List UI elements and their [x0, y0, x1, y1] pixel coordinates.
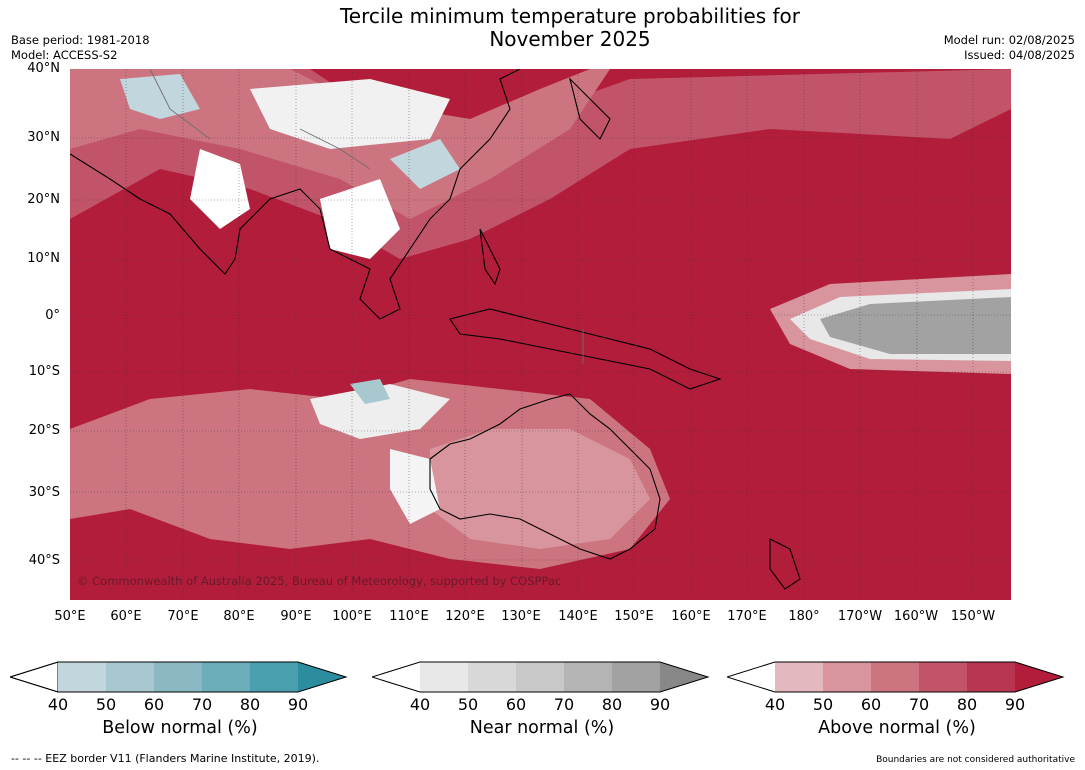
below-normal-region-iran [120, 74, 200, 119]
lon-label: 170°W [837, 609, 883, 624]
lat-label: 20°N [27, 192, 60, 207]
colorbar-swatch [919, 662, 967, 692]
lon-label: 110°E [389, 609, 429, 624]
colorbar-tick: 90 [1004, 695, 1026, 714]
lon-label: 150°E [614, 609, 654, 624]
colorbar-swatch [202, 662, 250, 692]
white-patch-south2 [390, 449, 440, 524]
colorbar-swatch [420, 662, 468, 692]
below-normal-colorbar [10, 661, 348, 693]
lon-label: 170°E [727, 609, 767, 624]
lat-label: 20°S [28, 423, 60, 438]
colorbar-swatch [564, 662, 612, 692]
colorbar-tick: 50 [812, 695, 834, 714]
colorbar-tick: 40 [764, 695, 786, 714]
colorbar-tick: 70 [191, 695, 213, 714]
below-normal-title: Below normal (%) [102, 718, 258, 738]
colorbar-swatch [58, 662, 106, 692]
above-normal-title: Above normal (%) [818, 718, 976, 738]
colorbar-tick: 70 [908, 695, 930, 714]
colorbar-tick: 40 [47, 695, 69, 714]
colorbar-swatch [298, 662, 346, 692]
white-patch-tibet [250, 79, 450, 149]
colorbar-tick: 50 [457, 695, 479, 714]
near-normal-60-region [820, 297, 1011, 354]
near-normal-colorbar [372, 661, 710, 693]
colorbar-swatch [1015, 662, 1063, 692]
lon-label: 140°E [558, 609, 598, 624]
lon-label: 180° [788, 609, 820, 624]
copyright-notice: © Commonwealth of Australia 2025, Bureau… [77, 574, 562, 588]
model-label: Model: ACCESS-S2 [11, 48, 118, 62]
lon-label: 160°E [671, 609, 711, 624]
lon-label: 160°W [893, 609, 939, 624]
colorbar-tick: 80 [239, 695, 261, 714]
lon-label: 60°E [110, 609, 142, 624]
colorbar-swatch [775, 662, 823, 692]
colorbar-tick: 60 [143, 695, 165, 714]
colorbar-tick: 70 [553, 695, 575, 714]
lon-label: 130°E [501, 609, 541, 624]
boundaries-disclaimer: Boundaries are not considered authoritat… [876, 755, 1075, 765]
near-normal-title: Near normal (%) [469, 718, 615, 738]
model-run-label: Model run: 02/08/2025 [943, 33, 1075, 47]
lat-label: 10°S [28, 364, 60, 379]
white-patch-indochina [320, 179, 400, 259]
lat-label: 40°S [28, 553, 60, 568]
lat-label: 40°N [27, 61, 60, 76]
lat-label: 0° [45, 308, 60, 323]
colorbar-tick: 90 [649, 695, 671, 714]
lon-label: 100°E [332, 609, 372, 624]
colorbar-tick: 90 [287, 695, 309, 714]
probability-map [70, 69, 1011, 600]
eez-border-note: -- -- -- EEZ border V11 (Flanders Marine… [11, 752, 320, 765]
map-title-line1: Tercile minimum temperature probabilitie… [339, 4, 801, 28]
map-canvas [70, 69, 1011, 600]
base-period-label: Base period: 1981-2018 [11, 33, 150, 47]
colorbar-swatch [468, 662, 516, 692]
colorbar-swatch [106, 662, 154, 692]
lat-label: 10°N [27, 251, 60, 266]
colorbar-tick: 50 [95, 695, 117, 714]
lat-label: 30°N [27, 130, 60, 145]
lon-label: 120°E [445, 609, 485, 624]
below-normal-region-china [390, 139, 460, 189]
colorbar-tick: 40 [409, 695, 431, 714]
colorbar-tick: 80 [601, 695, 623, 714]
below-normal-region-ocean [350, 379, 390, 404]
colorbar-swatch [967, 662, 1015, 692]
colorbar-tick: 60 [505, 695, 527, 714]
white-patch-india [190, 149, 250, 229]
above-40-region-australia [430, 429, 650, 549]
colorbar-tick: 80 [956, 695, 978, 714]
colorbar-swatch [871, 662, 919, 692]
colorbar-swatch [516, 662, 564, 692]
colorbar-swatch [154, 662, 202, 692]
map-title-line2: November 2025 [489, 27, 651, 51]
coastlines [70, 69, 801, 590]
above-normal-colorbar [727, 661, 1065, 693]
issued-label: Issued: 04/08/2025 [964, 48, 1075, 62]
lon-label: 90°E [280, 609, 312, 624]
lon-label: 80°E [223, 609, 255, 624]
colorbar-tick: 60 [860, 695, 882, 714]
eez-borders [149, 69, 584, 364]
colorbar-swatch [250, 662, 298, 692]
colorbar-swatch [612, 662, 660, 692]
lon-label: 150°W [950, 609, 996, 624]
colorbar-swatch [660, 662, 708, 692]
graticule [70, 69, 1011, 600]
white-patch-south [310, 384, 450, 439]
colorbar-swatch [823, 662, 871, 692]
lon-label: 50°E [54, 609, 86, 624]
lon-label: 70°E [167, 609, 199, 624]
lat-label: 30°S [28, 485, 60, 500]
